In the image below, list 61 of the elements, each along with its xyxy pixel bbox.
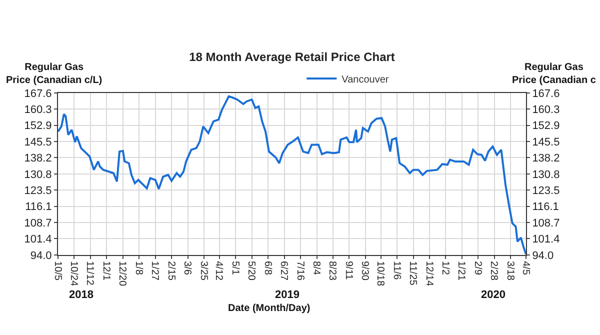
- x-tick-label: 1/21: [456, 261, 467, 281]
- x-tick-label: 11/6: [390, 261, 402, 280]
- x-tick-label: 3/18: [504, 261, 516, 281]
- x-tick-label: 10/18: [374, 261, 386, 286]
- x-tick-label: 4/12: [213, 261, 224, 281]
- x-tick-label: 8/4: [310, 261, 322, 276]
- x-tick-label: 9/30: [359, 261, 370, 281]
- y2-tick-label: 101.4: [532, 234, 560, 246]
- x-tick-label: 5/1: [229, 261, 240, 276]
- x-tick-label: 12/14: [423, 261, 434, 286]
- y-tick-label: 101.4: [24, 234, 52, 246]
- x-tick-label: 1/27: [149, 261, 160, 281]
- text: 2018: [69, 289, 94, 301]
- legend-label: Vancouver: [342, 74, 390, 86]
- x-tick-label: 10/5: [52, 261, 63, 281]
- y2-axis-title: Regular Gas Price (Canadian c: [512, 62, 596, 86]
- y2-tick-label: 145.5: [532, 136, 560, 148]
- line-series: [58, 95, 526, 255]
- x-tick-label: 3/6: [182, 261, 193, 276]
- x-tick-label: 1/8: [132, 261, 144, 276]
- y-tick-label: 138.2: [24, 152, 52, 165]
- x-tick-label: 9/11: [342, 261, 354, 280]
- y2-tick-label: 138.2: [532, 152, 560, 165]
- x-tick-label: 2/28: [488, 261, 500, 281]
- y2-tick-label: 167.6: [532, 88, 560, 100]
- x-tick-label: 2/15: [165, 261, 176, 281]
- y2-tick-label: 152.9: [532, 120, 560, 132]
- y2-tick-label: 130.8: [532, 168, 560, 181]
- x-tick-label: 12/20: [116, 261, 128, 286]
- y2-tick-label: 160.3: [532, 104, 560, 116]
- y2-tick-label: 108.7: [532, 217, 560, 230]
- y-tick-label: 167.6: [24, 88, 52, 100]
- x-tick-label: 8/23: [326, 261, 338, 281]
- y-tick-label: 145.5: [24, 136, 52, 148]
- y2-tick-label: 116.1: [532, 201, 559, 214]
- x-tick-label: 3/25: [198, 261, 209, 281]
- x-tick-label: 1/2: [439, 261, 450, 276]
- x-axis-title: Date (Month/Day): [228, 303, 310, 314]
- x-tick-label: 4/5: [520, 261, 531, 276]
- y-tick-label: 123.5: [24, 184, 52, 197]
- y-tick-label: 94.0: [30, 250, 52, 262]
- text: 2019: [275, 289, 300, 301]
- x-tick-label: 5/20: [246, 261, 257, 281]
- y2-tick-label: 123.5: [532, 184, 560, 197]
- x-tick-label: 7/16: [294, 261, 306, 281]
- x-tick-label: 2/9: [472, 261, 483, 276]
- y-axis-title: Regular Gas Price (Canadian c/L): [6, 62, 102, 86]
- y-tick-label: 130.8: [24, 168, 52, 181]
- x-tick-label: 11/25: [407, 261, 418, 286]
- y-tick-label: 116.1: [25, 201, 52, 214]
- x-tick-label: 6/27: [278, 261, 290, 281]
- chart-title: 18 Month Average Retail Price Chart: [189, 50, 395, 64]
- y-tick-label: 108.7: [24, 217, 52, 230]
- text: 2020: [481, 289, 506, 301]
- y2-tick-label: 94.0: [532, 250, 554, 262]
- x-tick-label: 12/1: [100, 261, 112, 281]
- x-tick-label: 11/12: [84, 261, 96, 286]
- x-tick-label: 10/24: [68, 261, 79, 286]
- y-tick-label: 152.9: [24, 120, 52, 132]
- x-tick-label: 6/8: [262, 261, 273, 276]
- y-tick-label: 160.3: [24, 104, 52, 116]
